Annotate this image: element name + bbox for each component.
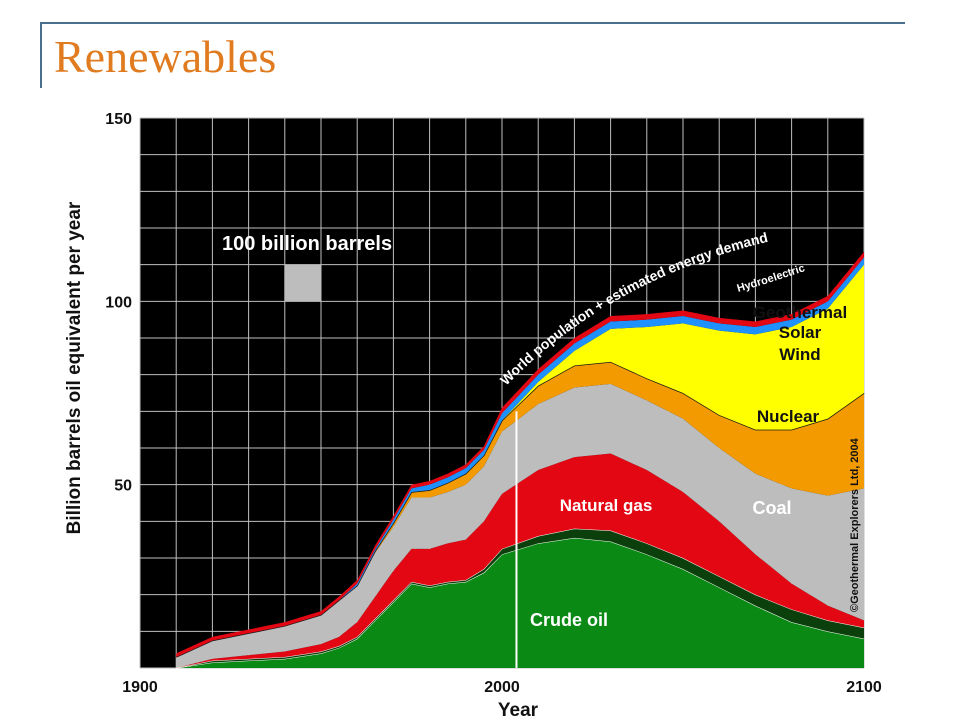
- title-left-rule: [40, 22, 42, 88]
- copyright-note: ©Geothermal Explorers Ltd, 2004: [849, 437, 861, 612]
- title-top-rule: [40, 22, 905, 24]
- stacked-areas: [175, 251, 865, 669]
- y-axis-title: Billion barrels oil equivalent per year: [64, 201, 85, 534]
- x-axis-title: Year: [498, 700, 539, 720]
- label-wind: Wind: [779, 345, 820, 364]
- scale-box: [285, 265, 321, 301]
- label-coal: Coal: [752, 498, 791, 518]
- y-tick-label: 100: [105, 294, 132, 311]
- slide-title: Renewables: [54, 31, 277, 82]
- x-tick-label: 2100: [846, 679, 882, 696]
- scale-box-label: 100 billion barrels: [222, 233, 392, 255]
- area-series-3: [176, 383, 864, 668]
- label-natural-gas: Natural gas: [560, 496, 653, 515]
- y-tick-label: 150: [105, 111, 132, 128]
- label-geothermal: Geothermal: [753, 303, 847, 322]
- area-series-5: [176, 264, 864, 657]
- area-series-1: [176, 528, 864, 668]
- label-crude-oil: Crude oil: [530, 610, 608, 630]
- x-tick-label: 2000: [484, 679, 520, 696]
- y-tick-label: 50: [114, 478, 132, 495]
- area-series-0: [176, 537, 864, 668]
- label-nuclear: Nuclear: [757, 407, 820, 426]
- label-solar: Solar: [779, 323, 822, 342]
- x-tick-label: 1900: [122, 679, 158, 696]
- area-series-2: [176, 453, 864, 668]
